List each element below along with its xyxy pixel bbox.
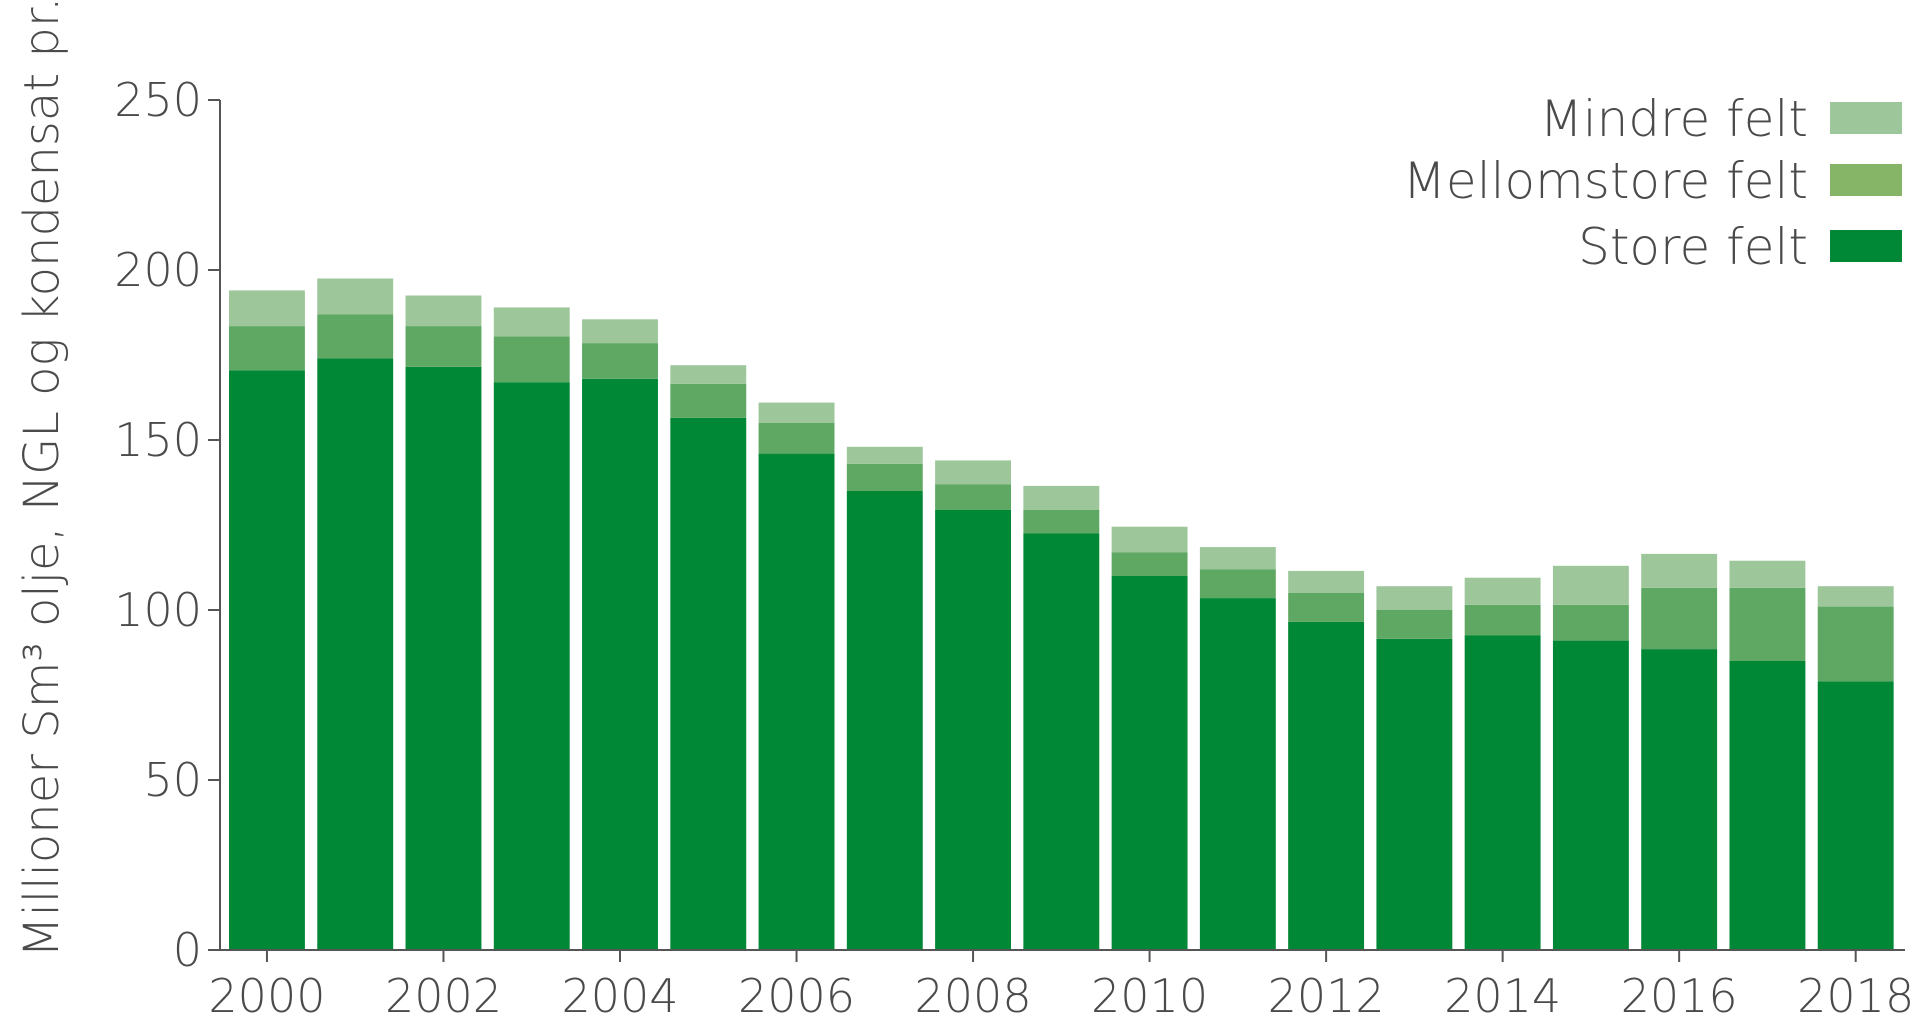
bar-segment-2013-store-felt	[1376, 638, 1453, 950]
legend-swatch-mindre-felt	[1830, 102, 1902, 134]
legend-label-mellomstore-felt: Mellomstore felt	[1403, 152, 1808, 210]
bar-segment-2006-store-felt	[758, 453, 835, 950]
legend-swatch-store-felt	[1830, 230, 1902, 262]
bar-segment-2000-mellomstore-felt	[229, 326, 305, 371]
bar-segment-2016-store-felt	[1641, 649, 1718, 950]
legend-swatch-mellomstore-felt	[1830, 164, 1902, 196]
bar-segment-2014-mellomstore-felt	[1464, 604, 1541, 636]
bar-segment-2016-mellomstore-felt	[1641, 587, 1718, 650]
bar-segment-2002-mellomstore-felt	[405, 326, 482, 367]
bar-segment-2006-mellomstore-felt	[758, 423, 835, 454]
y-tick-label-200: 200	[114, 243, 202, 297]
x-tick-label-2006: 2006	[738, 969, 855, 1023]
bar-segment-2009-store-felt	[1023, 533, 1100, 950]
bar-segment-2015-mindre-felt	[1552, 565, 1629, 605]
y-tick-label-150: 150	[114, 413, 202, 467]
bar-segment-2005-store-felt	[670, 417, 747, 950]
bar-segment-2010-mellomstore-felt	[1111, 552, 1188, 576]
bar-segment-2014-mindre-felt	[1464, 577, 1541, 605]
y-tick-label-100: 100	[114, 583, 202, 637]
legend-label-mindre-felt: Mindre felt	[1540, 90, 1808, 148]
bar-segment-2007-mellomstore-felt	[846, 463, 923, 491]
x-tick-label-2002: 2002	[385, 969, 502, 1023]
bar-segment-2018-mellomstore-felt	[1817, 606, 1894, 682]
bar-segment-2008-mellomstore-felt	[935, 484, 1012, 510]
bar-segment-2006-mindre-felt	[758, 402, 835, 423]
x-tick-label-2014: 2014	[1444, 969, 1561, 1023]
bar-segment-2005-mindre-felt	[670, 365, 747, 384]
bar-segment-2001-mellomstore-felt	[317, 314, 394, 359]
bar-segment-2017-mindre-felt	[1729, 560, 1806, 588]
bar-segment-2008-store-felt	[935, 509, 1012, 950]
bar-segment-2011-mindre-felt	[1199, 547, 1276, 570]
y-tick-label-250: 250	[114, 73, 202, 127]
bar-segment-2012-store-felt	[1288, 621, 1365, 950]
bar-segment-2008-mindre-felt	[935, 460, 1012, 485]
bar-segment-2002-mindre-felt	[405, 295, 482, 327]
bar-segment-2007-mindre-felt	[846, 446, 923, 464]
bar-segment-2003-mellomstore-felt	[493, 336, 570, 383]
bar-segment-2018-mindre-felt	[1817, 586, 1894, 607]
bar-segment-2004-store-felt	[582, 378, 658, 950]
bar-segment-2000-mindre-felt	[229, 290, 305, 327]
bar-segment-2001-store-felt	[317, 358, 394, 950]
bar-segment-2011-mellomstore-felt	[1199, 569, 1276, 599]
bar-segment-2003-store-felt	[493, 382, 570, 950]
bar-segment-2004-mindre-felt	[582, 319, 658, 344]
x-tick-label-2016: 2016	[1621, 969, 1738, 1023]
bar-segment-2001-mindre-felt	[317, 278, 394, 315]
x-tick-label-2010: 2010	[1091, 969, 1208, 1023]
bar-segment-2012-mindre-felt	[1288, 570, 1365, 593]
x-tick-label-2000: 2000	[208, 969, 325, 1023]
bar-segment-2017-store-felt	[1729, 661, 1806, 950]
bar-segment-2018-store-felt	[1817, 681, 1894, 950]
bar-segment-2010-mindre-felt	[1111, 526, 1188, 553]
bar-segment-2013-mindre-felt	[1376, 586, 1453, 610]
bar-segment-2009-mindre-felt	[1023, 485, 1100, 510]
bar-segment-2015-store-felt	[1552, 640, 1629, 950]
bar-segment-2002-store-felt	[405, 366, 482, 950]
bar-segment-2012-mellomstore-felt	[1288, 593, 1365, 622]
x-tick-label-2018: 2018	[1797, 969, 1914, 1023]
y-axis: 0 50 100 150 200 250	[114, 73, 221, 977]
x-tick-label-2012: 2012	[1268, 969, 1385, 1023]
bar-segment-2003-mindre-felt	[493, 307, 570, 337]
bars-group	[229, 278, 1894, 950]
bar-segment-2009-mellomstore-felt	[1023, 509, 1100, 534]
bar-segment-2010-store-felt	[1111, 576, 1188, 950]
bar-segment-2011-store-felt	[1199, 598, 1276, 950]
y-tick-label-50: 50	[143, 753, 202, 807]
bar-segment-2016-mindre-felt	[1641, 553, 1718, 588]
bar-segment-2000-store-felt	[229, 370, 305, 950]
bar-segment-2013-mellomstore-felt	[1376, 610, 1453, 639]
y-axis-title: Millioner Sm³ olje, NGL og kondensat pr.…	[14, 0, 70, 958]
bar-segment-2014-store-felt	[1464, 635, 1541, 950]
x-tick-label-2008: 2008	[915, 969, 1032, 1023]
bar-segment-2004-mellomstore-felt	[582, 343, 658, 379]
x-tick-label-2004: 2004	[561, 969, 678, 1023]
y-tick-label-0: 0	[173, 923, 202, 977]
bar-segment-2007-store-felt	[846, 491, 923, 950]
bar-segment-2005-mellomstore-felt	[670, 383, 747, 418]
bar-segment-2017-mellomstore-felt	[1729, 587, 1806, 661]
bar-segment-2015-mellomstore-felt	[1552, 604, 1629, 641]
legend-label-store-felt: Store felt	[1578, 218, 1808, 276]
x-axis: 2000 2002 2004 2006 2008 2010 2012 2014 2016 2018	[208, 949, 1914, 1023]
